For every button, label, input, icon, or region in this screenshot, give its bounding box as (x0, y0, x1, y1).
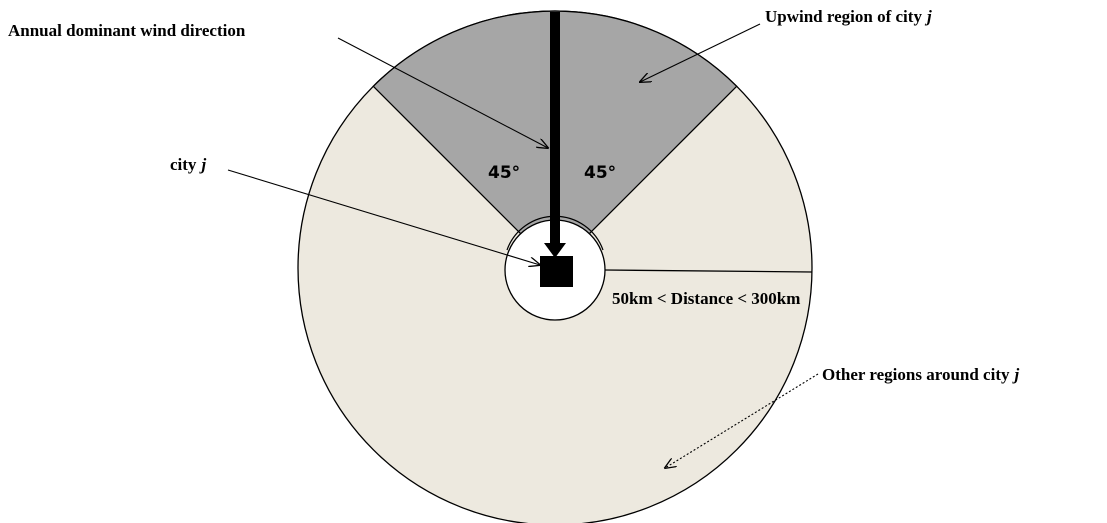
upwind-label: Upwind region of city j (765, 7, 932, 26)
wind-label: Annual dominant wind direction (8, 21, 246, 40)
leader-line (665, 373, 819, 468)
label-text: city (170, 155, 197, 174)
leader-line (337, 37, 548, 148)
leader-line (227, 169, 540, 265)
label-variable: j (198, 155, 206, 174)
leader-line (640, 23, 761, 82)
label-variable: j (1011, 365, 1019, 384)
distance-label: 50km < Distance < 300km (612, 289, 800, 308)
radius-line (604, 269, 813, 273)
label-variable: j (924, 7, 932, 26)
angle-label: 45° (584, 163, 616, 183)
other-label: Other regions around city j (822, 365, 1019, 384)
city-label: city j (170, 155, 206, 174)
wind-arrow-head (544, 243, 566, 258)
angle-label: 45° (488, 163, 520, 183)
city-square (540, 256, 573, 287)
label-text: Upwind region of city (765, 7, 922, 26)
wind-arrow-shaft (550, 12, 560, 244)
label-text: Other regions around city (822, 365, 1010, 384)
